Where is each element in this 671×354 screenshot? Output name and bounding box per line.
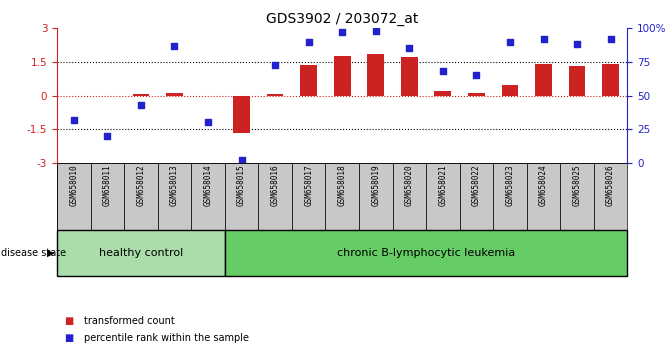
Point: [236, 157, 247, 163]
Point: [471, 73, 482, 78]
Text: GSM658011: GSM658011: [103, 165, 112, 206]
Point: [505, 39, 515, 45]
Bar: [393, 163, 426, 230]
Text: GSM658020: GSM658020: [405, 165, 414, 206]
Point: [538, 36, 549, 42]
Point: [605, 36, 616, 42]
Text: disease state: disease state: [1, 248, 66, 258]
Point: [303, 39, 314, 45]
Bar: [325, 163, 359, 230]
Bar: [57, 230, 225, 276]
Bar: [91, 163, 124, 230]
Bar: [594, 163, 627, 230]
Text: GSM658012: GSM658012: [136, 165, 146, 206]
Bar: [301, 65, 317, 96]
Bar: [234, 96, 250, 133]
Text: GSM658019: GSM658019: [371, 165, 380, 206]
Bar: [401, 57, 417, 96]
Point: [337, 29, 348, 35]
Text: ■: ■: [64, 333, 73, 343]
Text: GSM658022: GSM658022: [472, 165, 481, 206]
Bar: [535, 64, 552, 96]
Bar: [560, 163, 594, 230]
Bar: [493, 163, 527, 230]
Text: GSM658014: GSM658014: [203, 165, 213, 206]
Point: [136, 102, 146, 108]
Text: chronic B-lymphocytic leukemia: chronic B-lymphocytic leukemia: [337, 248, 515, 258]
Bar: [124, 163, 158, 230]
Bar: [368, 54, 384, 96]
Bar: [225, 163, 258, 230]
Text: percentile rank within the sample: percentile rank within the sample: [84, 333, 249, 343]
Text: GSM658024: GSM658024: [539, 165, 548, 206]
Bar: [225, 230, 627, 276]
Text: healthy control: healthy control: [99, 248, 183, 258]
Point: [404, 46, 415, 51]
Text: GSM658010: GSM658010: [69, 165, 79, 206]
Point: [572, 42, 582, 47]
Text: transformed count: transformed count: [84, 316, 174, 326]
Point: [102, 133, 113, 139]
Bar: [292, 163, 325, 230]
Text: GSM658026: GSM658026: [606, 165, 615, 206]
Text: GSM658013: GSM658013: [170, 165, 179, 206]
Text: GSM658021: GSM658021: [438, 165, 448, 206]
Point: [169, 43, 180, 48]
Text: GSM658016: GSM658016: [270, 165, 280, 206]
Text: GSM658015: GSM658015: [237, 165, 246, 206]
Bar: [569, 67, 586, 96]
Bar: [527, 163, 560, 230]
Bar: [468, 93, 484, 96]
Point: [370, 28, 381, 34]
Point: [270, 62, 280, 68]
Text: ▶: ▶: [46, 248, 54, 258]
Text: ■: ■: [64, 316, 73, 326]
Bar: [191, 163, 225, 230]
Bar: [502, 86, 519, 96]
Bar: [158, 163, 191, 230]
Text: GSM658023: GSM658023: [505, 165, 515, 206]
Bar: [334, 56, 351, 96]
Bar: [435, 91, 451, 96]
Bar: [359, 163, 393, 230]
Title: GDS3902 / 203072_at: GDS3902 / 203072_at: [266, 12, 419, 26]
Bar: [258, 163, 292, 230]
Text: GSM658025: GSM658025: [572, 165, 582, 206]
Text: GSM658018: GSM658018: [338, 165, 347, 206]
Bar: [133, 95, 150, 96]
Bar: [267, 94, 283, 96]
Bar: [426, 163, 460, 230]
Bar: [603, 64, 619, 96]
Bar: [460, 163, 493, 230]
Point: [437, 69, 448, 74]
Bar: [166, 93, 183, 96]
Bar: [57, 163, 91, 230]
Text: GSM658017: GSM658017: [304, 165, 313, 206]
Point: [68, 117, 79, 122]
Point: [203, 120, 213, 125]
